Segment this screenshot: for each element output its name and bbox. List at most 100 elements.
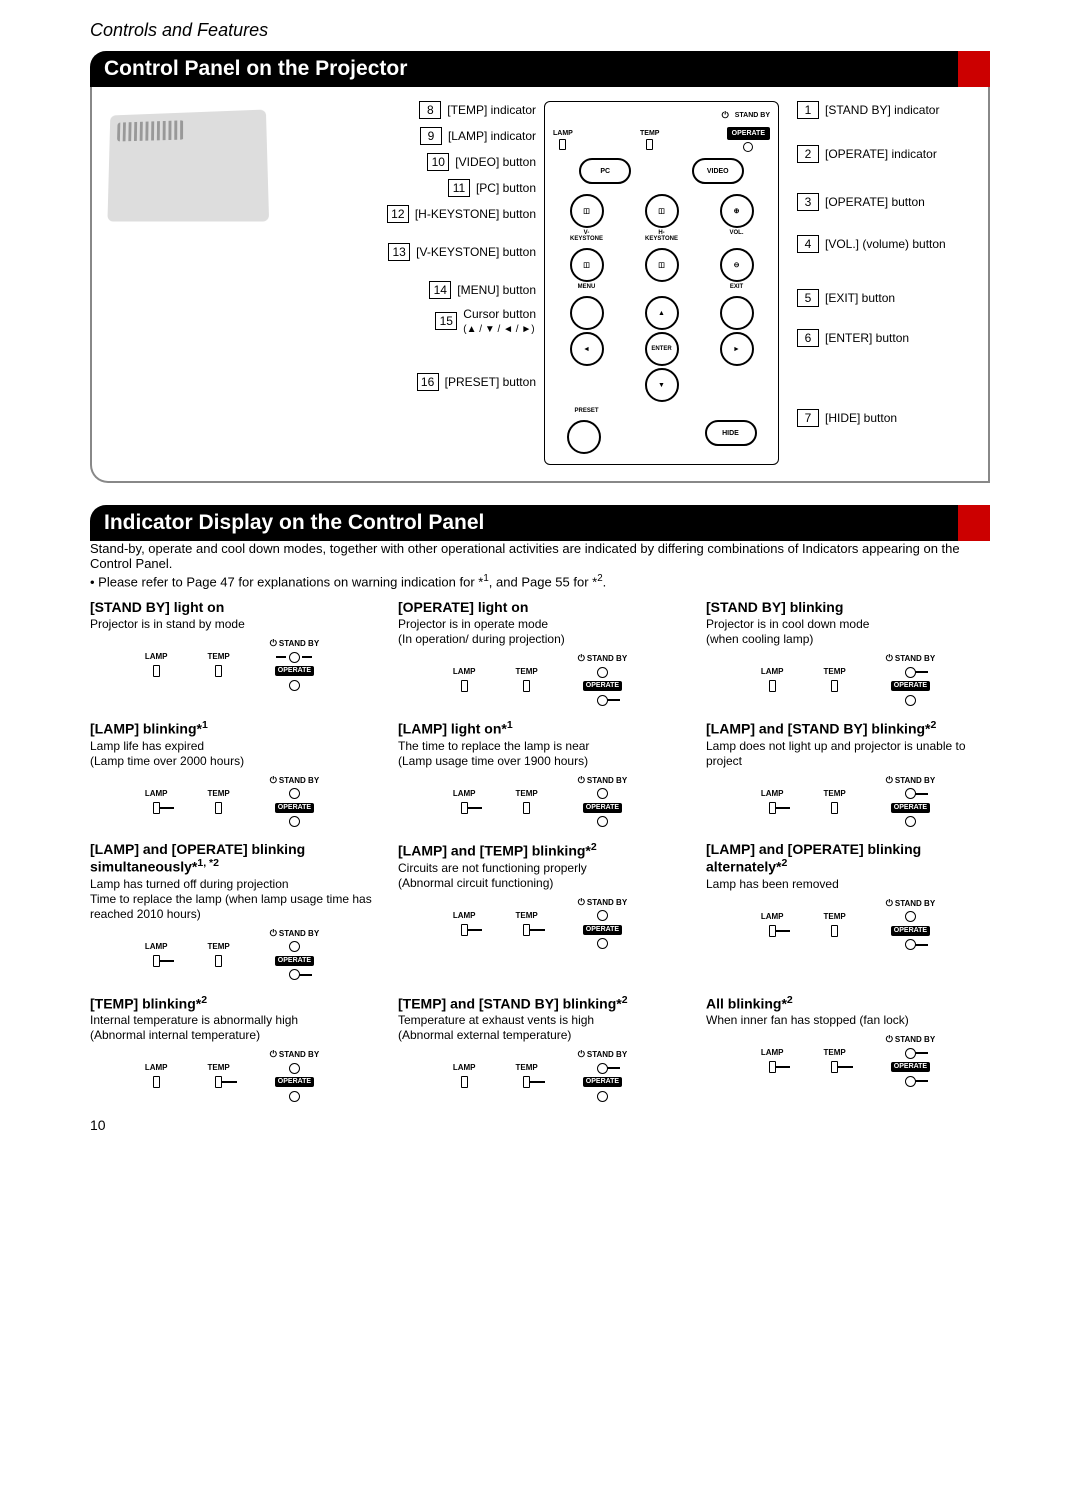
led-label: STAND BY [886, 775, 935, 785]
indicator-cell: [LAMP] and [STAND BY] blinking*2 Lamp do… [706, 719, 990, 829]
num-box: 4 [797, 235, 819, 253]
cursor-down-icon: ▼ [645, 368, 679, 402]
standby-led-icon [597, 1063, 608, 1074]
cell-title: [STAND BY] light on [90, 599, 374, 615]
led-label: OPERATE [583, 681, 622, 691]
standby-led-icon [289, 941, 300, 952]
led-label: STAND BY [578, 1049, 627, 1059]
cell-sub: Projector is in stand by mode [90, 617, 374, 632]
standby-led-icon [905, 1048, 916, 1059]
num-box: 1 [797, 101, 819, 119]
video-button-icon: VIDEO [692, 158, 744, 184]
lamp-led-icon [769, 680, 776, 692]
vol-up-icon: ⊕ [720, 194, 754, 228]
temp-led-icon [523, 680, 530, 692]
led-label: STAND BY [578, 653, 627, 663]
cell-sub: When inner fan has stopped (fan lock) [706, 1013, 990, 1028]
led-label: LAMP [145, 652, 168, 662]
operate-led-icon [597, 695, 608, 706]
lamp-led-icon [769, 1061, 776, 1073]
power-icon [722, 110, 731, 121]
section-header: Controls and Features [90, 20, 990, 41]
led-label: OPERATE [275, 1077, 314, 1087]
num-box: 10 [427, 153, 449, 171]
label-text: [PRESET] button [445, 375, 536, 389]
temp-led-icon [831, 1061, 838, 1073]
label-text: [H-KEYSTONE] button [415, 207, 536, 221]
indicator-grid: [STAND BY] light on Projector is in stan… [90, 599, 990, 1103]
cell-title: [TEMP] blinking*2 [90, 994, 374, 1012]
cp-label: MENU [570, 284, 604, 290]
cell-title: All blinking*2 [706, 994, 990, 1012]
lamp-led-icon [153, 955, 160, 967]
cp-label: STAND BY [735, 112, 770, 119]
operate-led-icon [905, 939, 916, 950]
lamp-led-icon [461, 802, 468, 814]
led-label: TEMP [516, 911, 538, 921]
led-label: OPERATE [891, 1062, 930, 1072]
label-sub: (▲ / ▼ / ◄ / ►) [463, 324, 534, 335]
cell-title: [LAMP] blinking*1 [90, 719, 374, 737]
led-label: STAND BY [886, 1034, 935, 1044]
cell-sub: Lamp has turned off during projection Ti… [90, 877, 374, 922]
cursor-right-icon: ► [720, 332, 754, 366]
num-box: 3 [797, 193, 819, 211]
num-box: 9 [420, 127, 442, 145]
label-text: [OPERATE] indicator [825, 147, 937, 161]
led-label: STAND BY [886, 653, 935, 663]
lamp-led-icon [461, 680, 468, 692]
cp-label: EXIT [720, 284, 754, 290]
heading-control-panel: Control Panel on the Projector [90, 51, 990, 87]
operate-led-icon [597, 938, 608, 949]
temp-led-icon [523, 802, 530, 814]
standby-led-icon [905, 788, 916, 799]
operate-led-icon [905, 816, 916, 827]
led-label: TEMP [824, 789, 846, 799]
led-label: OPERATE [891, 681, 930, 691]
left-label-column: 8[TEMP] indicator 9[LAMP] indicator 10[V… [286, 101, 536, 465]
led-label: LAMP [453, 667, 476, 677]
keystone-up-icon: ◫ [570, 194, 604, 228]
indicator-cell: [TEMP] and [STAND BY] blinking*2 Tempera… [398, 994, 682, 1104]
operate-led-icon [289, 969, 300, 980]
cp-label: TEMP [640, 130, 659, 137]
led-label: LAMP [761, 667, 784, 677]
cell-sub: Internal temperature is abnormally high … [90, 1013, 374, 1043]
led-label: TEMP [516, 789, 538, 799]
cp-label: V-KEYSTONE [570, 230, 604, 242]
hide-button-icon: HIDE [705, 420, 757, 446]
cell-title: [LAMP] and [OPERATE] blinking alternatel… [706, 841, 990, 875]
cursor-up-icon: ▲ [645, 296, 679, 330]
lamp-led-icon [153, 665, 160, 677]
led-label: OPERATE [583, 925, 622, 935]
label-text: [VOL.] (volume) button [825, 237, 946, 251]
exit-button-icon [720, 296, 754, 330]
led-label: TEMP [824, 1048, 846, 1058]
standby-led-icon [905, 667, 916, 678]
pc-button-icon: PC [579, 158, 631, 184]
enter-button-icon: ENTER [645, 332, 679, 366]
lamp-led-icon [153, 1076, 160, 1088]
cell-sub: Lamp does not light up and projector is … [706, 739, 990, 769]
led-label: STAND BY [270, 928, 319, 938]
label-text: Cursor button [463, 307, 536, 321]
led-label: OPERATE [583, 1077, 622, 1087]
right-label-column: 1[STAND BY] indicator 2[OPERATE] indicat… [797, 101, 1047, 465]
indicator-cell: [LAMP] light on*1 The time to replace th… [398, 719, 682, 829]
led-label: OPERATE [275, 666, 314, 676]
led-label: STAND BY [886, 898, 935, 908]
cell-title: [LAMP] and [OPERATE] blinking simultaneo… [90, 841, 374, 875]
temp-led-icon [523, 924, 530, 936]
operate-led-icon [597, 816, 608, 827]
led-label: LAMP [453, 1063, 476, 1073]
standby-led-icon [597, 910, 608, 921]
temp-led-icon [831, 925, 838, 937]
keystone-up-icon: ◫ [645, 194, 679, 228]
operate-led-icon [905, 1076, 916, 1087]
heading-indicator-display: Indicator Display on the Control Panel [90, 505, 990, 541]
label-text: [STAND BY] indicator [825, 103, 939, 117]
led-label: TEMP [208, 652, 230, 662]
led-label: STAND BY [270, 1049, 319, 1059]
lamp-led-icon [461, 1076, 468, 1088]
label-text: [PC] button [476, 181, 536, 195]
